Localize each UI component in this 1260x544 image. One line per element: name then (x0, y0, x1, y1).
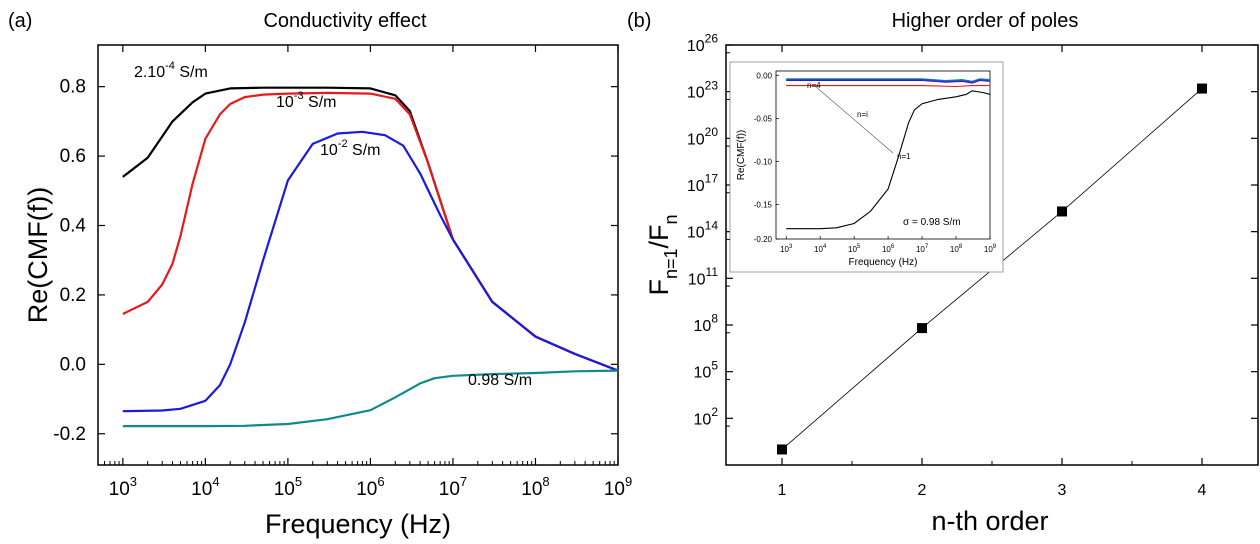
panel-b-y-tick-label: 1014 (687, 218, 718, 241)
inset-x-tick-label: 107 (916, 244, 929, 254)
panel-b-y-tick-label: 105 (694, 358, 719, 381)
panel-a-y-tick-label: 0.2 (60, 285, 86, 306)
inset-y-tick-label: -0.05 (754, 114, 773, 123)
panel-a-y-tick-label: 0.4 (60, 215, 87, 236)
panel-a-x-axis-label: Frequency (Hz) (265, 509, 451, 539)
inset-x-tick-label: 108 (950, 244, 963, 254)
panel-b-y-tick-label: 1017 (687, 172, 718, 195)
panel-b-x-tick-label: 1 (778, 482, 787, 499)
annotation-sigma-0-98: 0.98 S/m (468, 372, 532, 389)
inset-x-tick-label: 104 (814, 244, 827, 254)
panel-b-y-tick-label: 108 (694, 312, 719, 335)
inset-y-axis-label: Re(CMF(f)) (736, 130, 747, 181)
inset-y-tick-label: -0.10 (754, 157, 773, 166)
inset-y-tick-label: 0.00 (756, 71, 772, 80)
inset-series-line-5 (786, 79, 991, 83)
panel-b-data-point-n2 (917, 323, 927, 334)
panel-b-x-axis-label: n-th order (931, 506, 1048, 536)
inset-annotation-n4: n=4 (807, 81, 821, 90)
panel-a-label: (a) (8, 10, 32, 32)
inset-series-line-3 (786, 79, 991, 84)
inset-annotation-ni: n=i (857, 110, 868, 119)
panel-a-series-line-2 (122, 91, 619, 372)
panel-b-y-tick-label: 1026 (687, 32, 718, 55)
panel-a-x-tick-label: 105 (274, 474, 302, 500)
inset-x-tick-label: 103 (780, 244, 793, 254)
inset-y-tick-label: -0.15 (754, 201, 773, 210)
panel-a-series-line-3 (122, 130, 619, 413)
panel-a-y-tick-label: -0.2 (53, 424, 86, 445)
annotation-sigma-2e-4: 2.10-4 S/m (134, 60, 208, 81)
panel-a-y-tick-label: 0.8 (60, 77, 86, 98)
panel-a-series-line-4 (122, 369, 619, 428)
panel-b-y-axis-label: Fn=1/Fn (644, 214, 681, 295)
inset-x-tick-label: 109 (984, 244, 997, 254)
inset-guide-line (814, 85, 894, 154)
annotation-sigma-1e-3: 10-3 S/m (276, 90, 336, 111)
panel-a-x-tick-label: 107 (439, 474, 467, 500)
panel-a-x-tick-label: 109 (604, 474, 632, 500)
panel-a-x-tick-label: 103 (109, 474, 137, 500)
panel-b-y-tick-label: 1020 (687, 125, 718, 148)
inset-annotation-n1: n=1 (897, 152, 911, 161)
panel-b-label: (b) (627, 10, 651, 32)
panel-a-x-tick-label: 106 (356, 474, 384, 500)
panel-a-y-tick-label: 0.0 (60, 354, 86, 375)
inset-y-tick-label: -0.20 (754, 235, 773, 244)
panel-b-y-tick-label: 102 (694, 405, 719, 428)
panel-b-y-tick-label: 1011 (688, 265, 719, 288)
inset-series-line-4 (786, 78, 991, 82)
panel-a-x-tick-label: 104 (191, 474, 219, 500)
inset-x-axis-label: Frequency (Hz) (849, 257, 918, 268)
inset-annotation-sigma: σ = 0.98 S/m (903, 217, 961, 228)
panel-b-y-tick-label: 1023 (687, 78, 718, 101)
inset-x-tick-label: 106 (882, 244, 895, 254)
panel-b-data-point-n3 (1057, 206, 1067, 217)
inset-series-line-2 (786, 85, 990, 88)
panel-b-x-tick-label: 4 (1198, 482, 1207, 499)
panel-b-title: Higher order of poles (892, 10, 1079, 32)
panel-a-title: Conductivity effect (263, 10, 426, 32)
panel-a-x-tick-label: 108 (521, 474, 549, 500)
inset-x-tick-label: 105 (848, 244, 861, 254)
panel-b-x-tick-label: 2 (918, 482, 927, 499)
inset-chart: 103 104 105 106 107 108 109 0.00 -0.05 -0.10 -0.15… (729, 61, 1004, 273)
panel-a-series-line-1 (122, 86, 619, 372)
panel-a-y-tick-label: 0.6 (60, 146, 86, 167)
panel-a-y-axis-label: Re(CMF(f)) (23, 187, 53, 323)
panel-b-data-point-n1 (777, 444, 787, 455)
inset-series-line-1 (786, 90, 991, 230)
panel-b-x-tick-label: 3 (1058, 482, 1067, 499)
inset-plot-frame (775, 70, 991, 240)
panel-b-data-point-n4 (1197, 83, 1207, 94)
annotation-sigma-1e-2: 10-2 S/m (320, 138, 380, 159)
